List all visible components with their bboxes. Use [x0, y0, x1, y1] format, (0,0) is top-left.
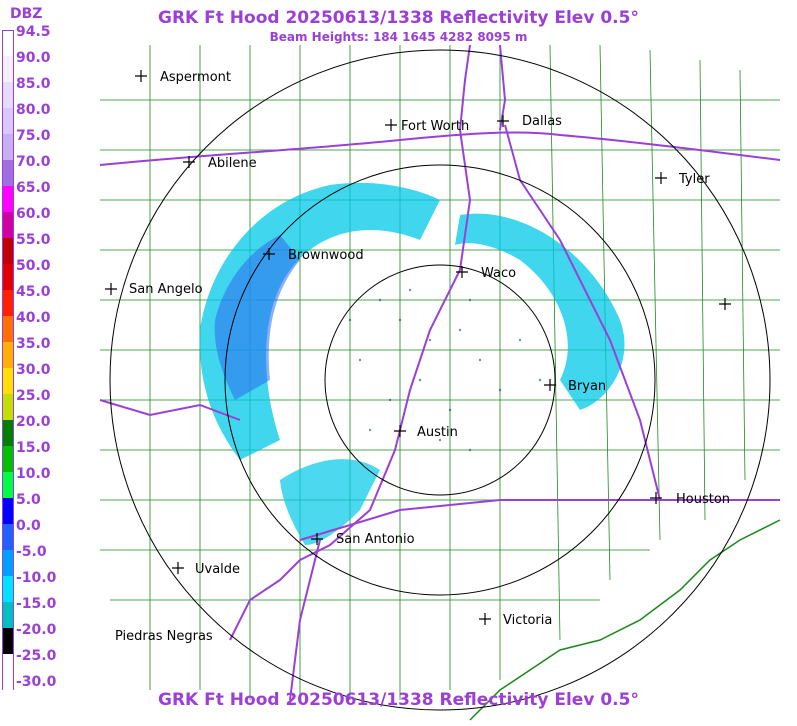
legend-swatch	[2, 498, 14, 524]
legend-label: 5.0	[16, 492, 41, 508]
legend-swatch	[2, 524, 14, 550]
legend-label: 60.0	[16, 206, 51, 222]
city-label: Dallas	[522, 114, 562, 129]
legend-swatch	[2, 290, 14, 316]
legend-label: 90.0	[16, 50, 51, 66]
legend-swatch	[2, 654, 14, 680]
legend-label: 80.0	[16, 102, 51, 118]
range-rings	[109, 49, 771, 711]
city-label: San Angelo	[129, 282, 203, 297]
city-label: Piedras Negras	[115, 629, 213, 644]
beam-heights: Beam Heights: 184 1645 4282 8095 m	[269, 30, 528, 44]
city-label: Houston	[676, 492, 730, 507]
footer-title: GRK Ft Hood 20250613/1338 Reflectivity E…	[158, 690, 639, 710]
legend-swatch	[2, 160, 14, 186]
city-markers	[105, 70, 731, 625]
legend-label: 55.0	[16, 232, 51, 248]
city-label: Bryan	[568, 379, 606, 394]
legend-label: 65.0	[16, 180, 51, 196]
city-label: Brownwood	[288, 248, 364, 263]
reflectivity-echoes	[199, 182, 625, 545]
legend-swatch	[2, 602, 14, 628]
city-labels: Aspermont Fort Worth Dallas Abilene Tyle…	[115, 70, 730, 644]
legend-label: -5.0	[16, 544, 47, 560]
legend-swatch	[2, 264, 14, 290]
legend-label: -25.0	[16, 648, 57, 664]
legend-label: 70.0	[16, 154, 51, 170]
legend-label: 15.0	[16, 440, 51, 456]
legend-label: -15.0	[16, 596, 57, 612]
city-label: Uvalde	[195, 562, 240, 577]
legend-label: 50.0	[16, 258, 51, 274]
legend-color-bar	[2, 30, 14, 690]
legend-swatch	[2, 82, 14, 108]
legend-swatch	[2, 238, 14, 264]
legend-label: -30.0	[16, 674, 57, 690]
city-label: Tyler	[678, 172, 710, 187]
legend-label: 75.0	[16, 128, 51, 144]
legend-swatch	[2, 446, 14, 472]
legend-swatch	[2, 342, 14, 368]
legend-swatch	[2, 134, 14, 160]
legend-swatch	[2, 56, 14, 82]
product-title: GRK Ft Hood 20250613/1338 Reflectivity E…	[158, 8, 639, 28]
legend-unit: DBZ	[10, 6, 43, 22]
legend-swatch	[2, 186, 14, 212]
legend-label: 85.0	[16, 76, 51, 92]
legend-label: 35.0	[16, 336, 51, 352]
city-label: Fort Worth	[401, 119, 469, 134]
legend-swatch	[2, 550, 14, 576]
legend-label: 10.0	[16, 466, 51, 482]
legend-swatch	[2, 108, 14, 134]
legend-label: 0.0	[16, 518, 41, 534]
city-label: Abilene	[208, 156, 257, 171]
legend-swatch	[2, 628, 14, 654]
legend-swatch	[2, 30, 14, 56]
legend-label: 45.0	[16, 284, 51, 300]
legend-swatch	[2, 316, 14, 342]
legend-swatch	[2, 680, 14, 690]
legend-label: 40.0	[16, 310, 51, 326]
legend-swatch	[2, 394, 14, 420]
coastline	[469, 519, 781, 721]
legend-label: 20.0	[16, 414, 51, 430]
legend-swatch	[2, 368, 14, 394]
city-label: San Antonio	[336, 532, 415, 547]
legend-swatch	[2, 472, 14, 498]
city-label: Victoria	[503, 613, 552, 628]
legend-label: 25.0	[16, 388, 51, 404]
dbz-legend: DBZ 94.5 90.0 85.0 80.0 75.0 70.0 65.0 60.0 55.0…	[0, 0, 62, 726]
county-lines	[100, 44, 780, 700]
highways	[99, 44, 781, 701]
legend-label: -10.0	[16, 570, 57, 586]
legend-swatch	[2, 212, 14, 238]
legend-swatch	[2, 576, 14, 602]
legend-label: -20.0	[16, 622, 57, 638]
legend-label: 94.5	[16, 24, 51, 40]
city-label: Waco	[481, 266, 516, 281]
legend-label: 30.0	[16, 362, 51, 378]
city-label: Austin	[417, 425, 458, 440]
legend-swatch	[2, 420, 14, 446]
legend-frame	[2, 30, 14, 690]
city-label: Aspermont	[160, 70, 231, 85]
